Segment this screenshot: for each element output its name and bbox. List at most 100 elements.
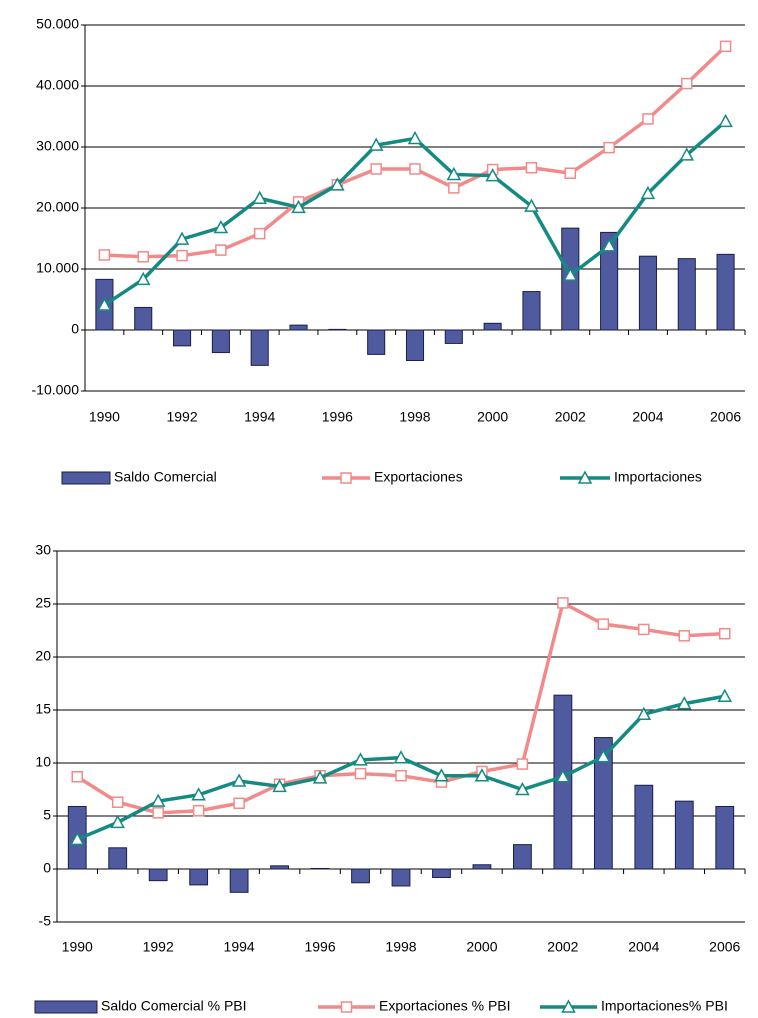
bar	[108, 847, 128, 870]
y-tick-label: 15	[35, 701, 51, 717]
bar	[405, 329, 425, 361]
y-tick-label: 0	[71, 321, 79, 337]
bar	[483, 322, 502, 331]
bar	[189, 868, 209, 886]
point	[638, 623, 650, 636]
y-tick-label: 30	[35, 542, 51, 558]
y-tick-label: 30.000	[36, 138, 79, 154]
point	[434, 768, 449, 782]
point	[192, 804, 205, 817]
bar	[715, 805, 735, 870]
legend-label: Saldo Comercial % PBI	[101, 998, 247, 1014]
point	[330, 177, 345, 191]
bar	[638, 255, 657, 331]
bar	[148, 868, 168, 882]
point	[485, 168, 500, 182]
y-tick-label: 20	[35, 648, 51, 664]
bar	[444, 329, 463, 344]
point	[215, 244, 227, 256]
legend-label: Saldo Comercial	[114, 469, 217, 485]
y-tick-label: -5	[39, 913, 52, 929]
y-tick-label: 10.000	[36, 260, 79, 276]
x-tick-label: 1994	[224, 939, 255, 955]
point	[446, 166, 462, 181]
point	[515, 781, 530, 796]
point	[395, 769, 407, 782]
point	[111, 796, 124, 808]
point	[409, 163, 421, 175]
point	[71, 771, 83, 783]
point	[252, 190, 267, 204]
bar	[289, 324, 308, 331]
bar	[250, 329, 269, 366]
point	[174, 231, 190, 245]
point	[564, 167, 577, 179]
y-tick-label: -10.000	[32, 382, 80, 398]
point	[393, 750, 409, 764]
x-tick-label: 2000	[466, 939, 497, 955]
point	[448, 182, 460, 194]
y-tick-label: 25	[35, 595, 51, 611]
x-tick-label: 2000	[477, 409, 508, 425]
point	[596, 749, 611, 763]
point	[150, 793, 166, 807]
point	[291, 199, 306, 214]
bar	[310, 867, 330, 870]
line	[104, 45, 727, 259]
point	[640, 185, 656, 200]
y-tick-label: 40.000	[36, 77, 79, 93]
point	[110, 814, 125, 829]
point	[718, 113, 733, 128]
legend-swatch	[34, 1000, 98, 1014]
point	[137, 251, 149, 263]
point	[152, 807, 164, 819]
point	[601, 238, 617, 252]
x-tick-label: 2004	[632, 409, 663, 425]
x-tick-label: 1996	[322, 409, 353, 425]
bar	[134, 306, 153, 331]
x-tick-label: 1996	[304, 939, 335, 955]
bar	[677, 258, 696, 331]
y-tick-label: 50.000	[36, 16, 79, 32]
legend-marker	[340, 1001, 353, 1013]
point	[176, 249, 188, 262]
point	[563, 267, 578, 281]
point	[603, 141, 615, 154]
point	[69, 831, 85, 846]
legend-label: Exportaciones % PBI	[379, 998, 511, 1014]
y-tick-label: 10	[35, 754, 51, 770]
point	[679, 147, 695, 161]
line	[76, 694, 726, 841]
point	[191, 787, 206, 801]
point	[681, 77, 693, 90]
legend-marker	[577, 470, 593, 484]
bar	[328, 328, 347, 331]
point	[719, 40, 732, 53]
x-tick-label: 2004	[628, 939, 659, 955]
x-tick-label: 1992	[143, 939, 174, 955]
point	[135, 271, 151, 286]
bar	[593, 737, 613, 870]
x-tick-label: 1994	[244, 409, 275, 425]
x-tick-label: 1990	[89, 409, 120, 425]
bar	[522, 291, 541, 331]
bar	[472, 864, 492, 870]
line	[103, 120, 727, 307]
y-tick-label: 5	[43, 807, 51, 823]
point	[213, 219, 229, 234]
point	[97, 297, 112, 311]
x-tick-label: 2006	[709, 939, 740, 955]
bar	[634, 784, 654, 870]
bar	[229, 868, 249, 893]
point	[98, 249, 111, 261]
bar	[513, 844, 532, 870]
point	[525, 161, 538, 174]
y-tick-label: 0	[43, 860, 51, 876]
point	[407, 130, 423, 145]
bar	[173, 329, 192, 347]
bar	[674, 800, 694, 870]
point	[233, 797, 245, 810]
bar	[367, 329, 386, 355]
